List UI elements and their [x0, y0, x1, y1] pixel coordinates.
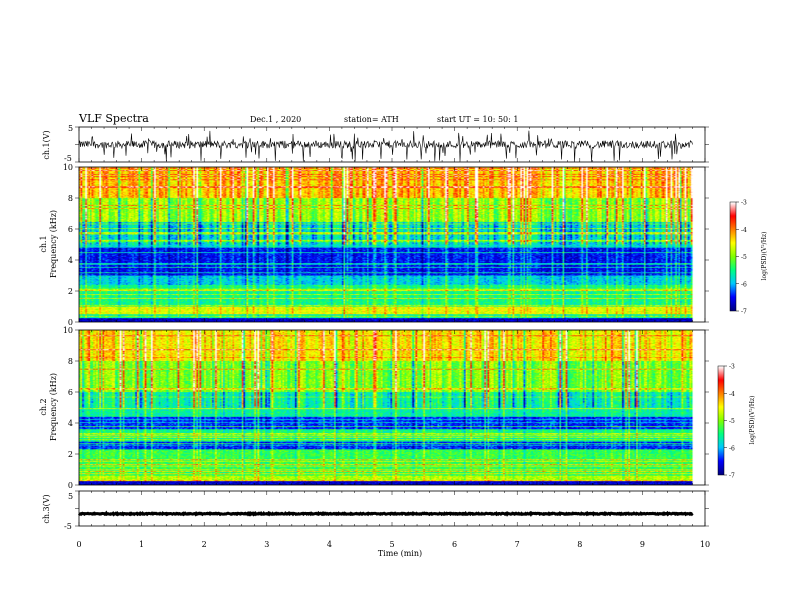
freq-tick-label-2: 2 [68, 287, 73, 296]
ch2-colorbar-ticks: -3 -4 -5 -6 -7 [724, 364, 735, 480]
ch2-spec-ytick-labels: 0 2 4 6 8 10 [63, 326, 73, 490]
colorbar-tick-label--4: -4 [729, 391, 735, 398]
colorbar-tick-label--5: -5 [729, 418, 735, 425]
colorbar-tick-label--5: -5 [741, 254, 747, 261]
ch2-colorbar: -3 -4 -5 -6 -7 log(PSD)(V²/Hz) [717, 364, 756, 480]
ch3-waveform-panel: 5 -5 ch.3(V) [42, 490, 709, 531]
x-tick-label-10: 10 [700, 540, 710, 549]
freq-tick-label-6: 6 [68, 388, 73, 397]
freq-tick-label-4: 4 [68, 419, 73, 428]
colorbar-tick-label--4: -4 [741, 227, 747, 234]
colorbar-tick-label--6: -6 [729, 445, 735, 452]
ch1-spec-ticks [75, 166, 709, 323]
figure-title: VLF Spectra [78, 112, 149, 125]
date-label: Dec.1 , 2020 [250, 115, 301, 124]
ch2-colorbar-image [718, 366, 724, 475]
x-axis-label: Time (min) [378, 549, 422, 558]
ch2-spectrogram-panel: 0 2 4 6 8 10 ch.2 Frequency (kHz) -3 -4 -5 -6 -7 … [39, 326, 756, 490]
ch3-frame [78, 490, 706, 527]
freq-tick-label-10: 10 [63, 163, 73, 172]
waveform-line [78, 510, 694, 517]
freq-tick-label-10: 10 [63, 326, 73, 335]
ch2-colorbar-label: log(PSD)(V²/Hz) [749, 396, 756, 445]
ch1-spec-ylabel-line1: ch.1 [39, 235, 48, 252]
ch1-colorbar-image [730, 202, 736, 311]
ch1-ylabel: ch.1(V) [42, 130, 51, 159]
x-tick-label-8: 8 [577, 540, 582, 549]
ch1-spectrogram-panel: 0 2 4 6 8 10 ch.1 Frequency (kHz) -3 -4 -5 -6 -7 … [39, 163, 768, 327]
freq-tick-label-0: 0 [68, 318, 73, 327]
ch3-ylabel: ch.3(V) [42, 494, 51, 523]
ch3-trace [78, 510, 694, 517]
colorbar-tick-label--7: -7 [741, 309, 747, 316]
freq-tick-label-0: 0 [68, 481, 73, 490]
ch1-colorbar-ticks: -3 -4 -5 -6 -7 [736, 200, 747, 316]
colorbar-tick-label--7: -7 [729, 473, 735, 480]
freq-tick-label-6: 6 [68, 225, 73, 234]
x-tick-label-7: 7 [515, 540, 520, 549]
x-tick-label-3: 3 [264, 540, 269, 549]
freq-tick-label-8: 8 [68, 357, 73, 366]
ch3-ytick-top: 5 [68, 492, 73, 501]
station-label: station= ATH [344, 115, 399, 124]
ch1-spec-ytick-labels: 0 2 4 6 8 10 [63, 163, 73, 327]
colorbar-tick-label--6: -6 [741, 281, 747, 288]
ch1-ticks [75, 126, 709, 163]
x-axis-tick-labels: 0 1 2 3 4 5 6 7 8 9 10 [76, 540, 710, 549]
ch1-trace [78, 130, 693, 162]
ch2-spec-ylabel-line2: Frequency (kHz) [49, 373, 58, 441]
ch1-colorbar-label: log(PSD)(V²/Hz) [761, 232, 768, 281]
freq-tick-label-4: 4 [68, 256, 73, 265]
freq-tick-label-2: 2 [68, 450, 73, 459]
colorbar-tick-label--3: -3 [729, 364, 735, 371]
x-tick-label-0: 0 [76, 540, 81, 549]
ch1-spectrogram-image [79, 167, 705, 322]
waveform-line [78, 130, 693, 162]
ch1-colorbar: -3 -4 -5 -6 -7 log(PSD)(V²/Hz) [729, 200, 768, 316]
ch1-ytick-bottom: -5 [64, 154, 72, 163]
x-tick-label-4: 4 [327, 540, 332, 549]
ch2-spec-ticks [75, 329, 709, 486]
ch1-spec-ylabel-line2: Frequency (kHz) [49, 210, 58, 278]
ch2-spec-ylabel-line1: ch.2 [39, 398, 48, 415]
ch2-spectrogram-image [79, 330, 705, 485]
ch1-waveform-panel: 5 -5 ch.1(V) [42, 124, 709, 163]
x-tick-label-2: 2 [202, 540, 207, 549]
ch3-ticks [75, 490, 709, 527]
start-time-label: start UT = 10: 50: 1 [437, 115, 518, 124]
x-tick-label-9: 9 [640, 540, 645, 549]
ch1-ytick-top: 5 [68, 124, 73, 133]
ch3-ytick-bottom: -5 [64, 522, 72, 531]
x-tick-label-5: 5 [389, 540, 394, 549]
x-tick-label-6: 6 [452, 540, 457, 549]
freq-tick-label-8: 8 [68, 194, 73, 203]
x-tick-label-1: 1 [139, 540, 144, 549]
colorbar-tick-label--3: -3 [741, 200, 747, 207]
